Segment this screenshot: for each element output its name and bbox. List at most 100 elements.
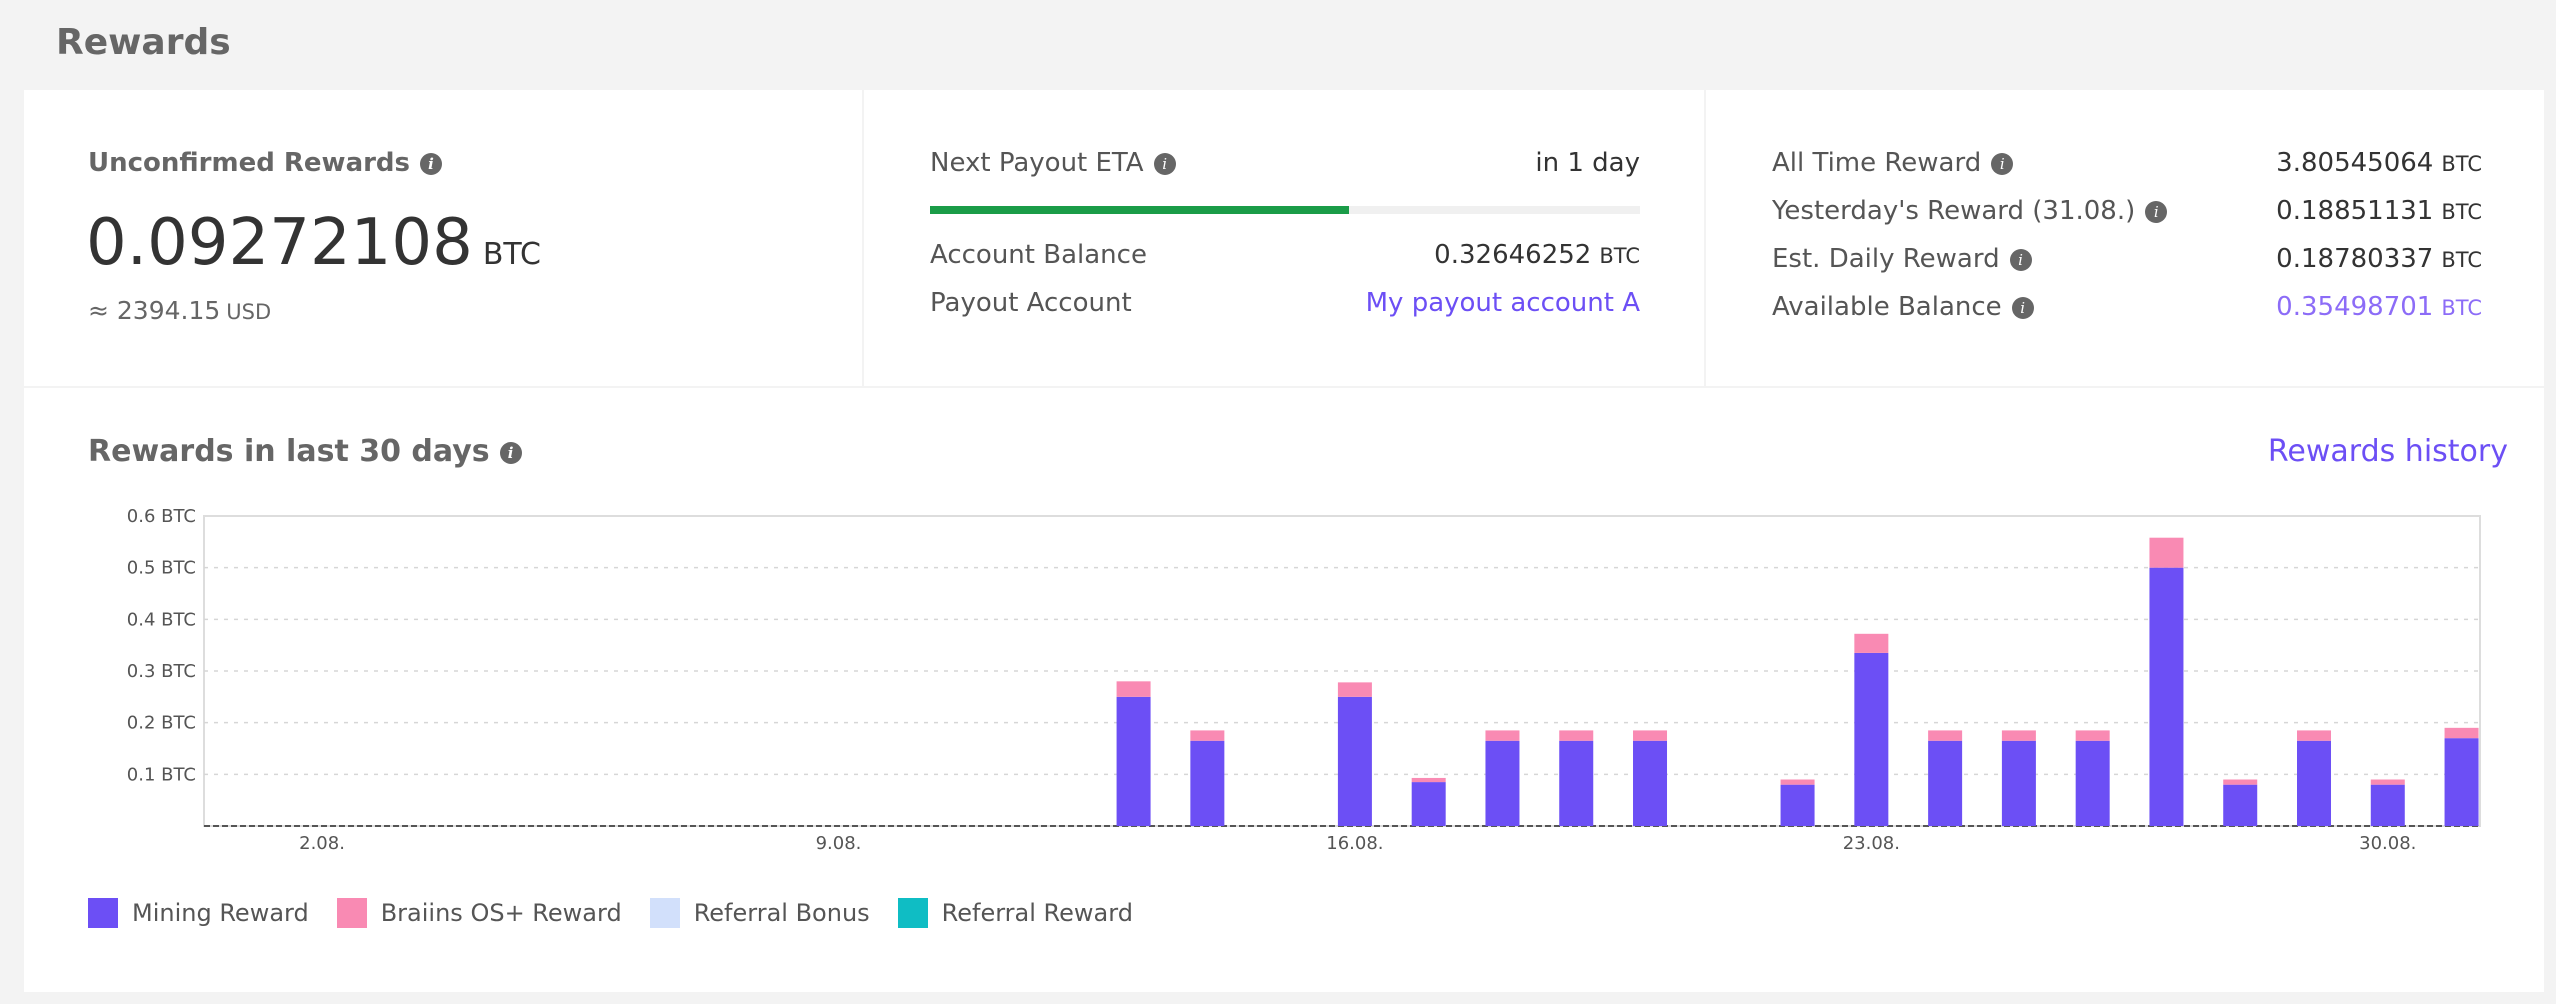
x-tick-label: 2.08. — [299, 833, 345, 854]
payout-account-row: Payout Account My payout account A — [930, 288, 1640, 318]
bar-braiins-os-reward-day-28 — [2223, 779, 2258, 785]
legend-item[interactable]: Referral Bonus — [649, 898, 870, 928]
bar-mining-reward-day-19 — [1559, 740, 1594, 826]
payout-account-link[interactable]: My payout account A — [1365, 288, 1640, 318]
available-balance-value[interactable]: 0.35498701 BTC — [2276, 292, 2482, 322]
info-icon[interactable]: i — [2145, 200, 2168, 223]
bar-braiins-os-reward-day-24 — [1928, 730, 1963, 741]
account-balance-row: Account Balance 0.32646252 BTC — [930, 240, 1640, 270]
bar-braiins-os-reward-day-16 — [1337, 682, 1372, 697]
available-balance-amount: 0.35498701 — [2276, 292, 2434, 322]
info-icon[interactable]: i — [2009, 248, 2032, 271]
bar-braiins-os-reward-day-25 — [2001, 730, 2036, 741]
bar-braiins-os-reward-day-23 — [1854, 633, 1889, 653]
bar-mining-reward-day-22 — [1780, 784, 1815, 826]
rewards-chart-card: 0.1 BTC 0.2 BTC 0.3 BTC 0.4 BTC 0.5 BTC 0.6 B… — [24, 388, 2544, 992]
all-time-reward-value: 3.80545064 BTC — [2276, 148, 2482, 178]
info-icon[interactable]: i — [499, 441, 522, 464]
legend-swatch — [897, 898, 928, 928]
btc-unit: BTC — [482, 237, 541, 272]
info-icon[interactable]: i — [1991, 152, 2014, 175]
bar-braiins-os-reward-day-20 — [1633, 730, 1668, 741]
unconfirmed-rewards-card: Unconfirmed Rewards i 0.09272108 BTC ≈ 239… — [24, 90, 862, 386]
all-time-reward-label-text: All Time Reward — [1772, 148, 1982, 178]
account-balance-amount: 0.32646252 — [1434, 240, 1592, 270]
unconfirmed-btc-amount: 0.09272108 — [86, 206, 473, 280]
legend-item[interactable]: Referral Reward — [897, 898, 1133, 928]
legend-item[interactable]: Mining Reward — [88, 898, 309, 928]
btc-unit: BTC — [2441, 296, 2482, 320]
legend-label: Referral Reward — [941, 899, 1133, 927]
payout-account-label: Payout Account — [930, 288, 1132, 318]
bar-mining-reward-day-23 — [1854, 652, 1889, 826]
x-tick-label: 30.08. — [2359, 833, 2416, 854]
all-time-reward-amount: 3.80545064 — [2276, 148, 2434, 178]
account-balance-value: 0.32646252 BTC — [1434, 240, 1640, 270]
legend-label: Referral Bonus — [693, 899, 870, 927]
account-balance-label: Account Balance — [930, 240, 1147, 270]
y-tick-label: 0.2 BTC — [127, 713, 196, 734]
all-time-reward-label: All Time Reward i — [1772, 148, 2014, 178]
bar-braiins-os-reward-day-29 — [2297, 730, 2332, 741]
usd-unit: USD — [226, 300, 272, 324]
bar-mining-reward-day-16 — [1337, 696, 1372, 826]
unconfirmed-rewards-label-text: Unconfirmed Rewards — [88, 148, 411, 178]
bar-mining-reward-day-17 — [1411, 782, 1446, 826]
bar-mining-reward-day-18 — [1485, 740, 1520, 826]
bar-braiins-os-reward-day-13 — [1116, 681, 1151, 697]
bar-mining-reward-day-14 — [1190, 740, 1225, 826]
payout-progress-fill — [930, 206, 1349, 214]
bar-mining-reward-day-27 — [2149, 567, 2184, 826]
y-tick-label: 0.4 BTC — [127, 609, 196, 630]
chart-legend: Mining Reward Braiins OS+ Reward Referral … — [88, 898, 1133, 928]
reward-stats-card: All Time Reward i 3.80545064 BTC Yesterday… — [1706, 90, 2544, 386]
bar-mining-reward-day-31 — [2444, 738, 2479, 826]
info-icon[interactable]: i — [1153, 152, 1176, 175]
daily-reward-label-text: Est. Daily Reward — [1772, 244, 2000, 274]
bar-mining-reward-day-29 — [2297, 740, 2332, 826]
bar-braiins-os-reward-day-19 — [1559, 730, 1594, 741]
unconfirmed-usd-value: ≈ 2394.15 USD — [88, 296, 271, 325]
bar-mining-reward-day-30 — [2370, 784, 2405, 826]
bar-braiins-os-reward-day-17 — [1411, 777, 1446, 783]
x-tick-label: 16.08. — [1326, 833, 1383, 854]
bar-mining-reward-day-24 — [1928, 740, 1963, 826]
bar-braiins-os-reward-day-18 — [1485, 730, 1520, 741]
daily-reward-value: 0.18780337 BTC — [2276, 244, 2482, 274]
available-balance-label-text: Available Balance — [1772, 292, 2002, 322]
bar-braiins-os-reward-day-30 — [2370, 779, 2405, 785]
bar-mining-reward-day-28 — [2223, 784, 2258, 826]
legend-label: Braiins OS+ Reward — [380, 899, 622, 927]
bar-mining-reward-day-25 — [2001, 740, 2036, 826]
y-tick-label: 0.6 BTC — [127, 506, 196, 527]
next-payout-value: in 1 day — [1535, 148, 1640, 178]
bar-mining-reward-day-20 — [1633, 740, 1668, 826]
legend-swatch — [649, 898, 680, 928]
legend-swatch — [88, 898, 118, 928]
yesterday-reward-label: Yesterday's Reward (31.08.) i — [1772, 196, 2168, 226]
unconfirmed-rewards-value: 0.09272108 BTC — [86, 206, 541, 280]
bar-mining-reward-day-13 — [1116, 696, 1151, 826]
available-balance-label: Available Balance i — [1772, 292, 2034, 322]
btc-unit: BTC — [2441, 200, 2482, 224]
chart-title: Rewards in last 30 days i — [88, 434, 522, 469]
bar-braiins-os-reward-day-22 — [1780, 779, 1815, 785]
rewards-history-link[interactable]: Rewards history — [2267, 434, 2508, 469]
x-tick-label: 23.08. — [1843, 833, 1900, 854]
y-tick-label: 0.5 BTC — [127, 558, 196, 579]
next-payout-label-text: Next Payout ETA — [930, 148, 1144, 178]
legend-label: Mining Reward — [132, 899, 309, 927]
daily-reward-amount: 0.18780337 — [2276, 244, 2434, 274]
info-icon[interactable]: i — [2011, 296, 2034, 319]
next-payout-row: Next Payout ETA i in 1 day — [930, 148, 1640, 178]
legend-item[interactable]: Braiins OS+ Reward — [336, 898, 622, 928]
payout-progress-bar — [930, 206, 1640, 214]
daily-reward-row: Est. Daily Reward i 0.18780337 BTC — [1772, 244, 2482, 274]
all-time-reward-row: All Time Reward i 3.80545064 BTC — [1772, 148, 2482, 178]
y-tick-label: 0.3 BTC — [127, 661, 196, 682]
page-title: Rewards — [56, 22, 231, 63]
chart-title-text: Rewards in last 30 days — [88, 434, 490, 469]
unconfirmed-rewards-label: Unconfirmed Rewards i — [88, 148, 443, 178]
usd-amount: ≈ 2394.15 — [88, 296, 221, 325]
info-icon[interactable]: i — [420, 152, 443, 175]
